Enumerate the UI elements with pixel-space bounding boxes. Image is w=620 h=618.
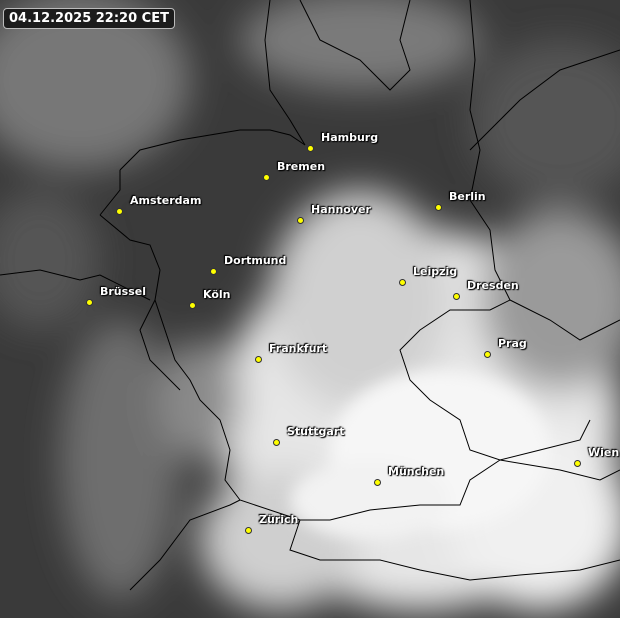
city-marker-hannover (297, 217, 304, 224)
city-label: Prag (498, 337, 527, 350)
city-marker-zürich (245, 527, 252, 534)
city-marker-münchen (374, 479, 381, 486)
city-label: Leipzig (413, 265, 458, 278)
city-label: Wien (588, 446, 620, 459)
city-label: Hannover (311, 203, 371, 216)
city-label: Amsterdam (130, 194, 202, 207)
city-marker-dresden (453, 293, 460, 300)
city-marker-brüssel (86, 299, 93, 306)
city-marker-stuttgart (273, 439, 280, 446)
city-marker-leipzig (399, 279, 406, 286)
city-label: München (388, 465, 445, 478)
city-marker-bremen (263, 174, 270, 181)
timestamp-label: 04.12.2025 22:20 CET (3, 8, 175, 29)
city-marker-dortmund (210, 268, 217, 275)
city-label: Dortmund (224, 254, 287, 267)
city-label: Köln (203, 288, 231, 301)
city-label: Stuttgart (287, 425, 345, 438)
city-label: Brüssel (100, 285, 146, 298)
city-label: Frankfurt (269, 342, 328, 355)
city-marker-wien (574, 460, 581, 467)
city-label: Hamburg (321, 131, 379, 144)
city-marker-frankfurt (255, 356, 262, 363)
city-marker-hamburg (307, 145, 314, 152)
city-marker-amsterdam (116, 208, 123, 215)
city-label: Bremen (277, 160, 326, 173)
city-marker-prag (484, 351, 491, 358)
city-label: Zürich (259, 513, 299, 526)
city-marker-berlin (435, 204, 442, 211)
country-borders (0, 0, 620, 591)
city-label: Berlin (449, 190, 486, 203)
city-marker-köln (189, 302, 196, 309)
city-label: Dresden (467, 279, 519, 292)
